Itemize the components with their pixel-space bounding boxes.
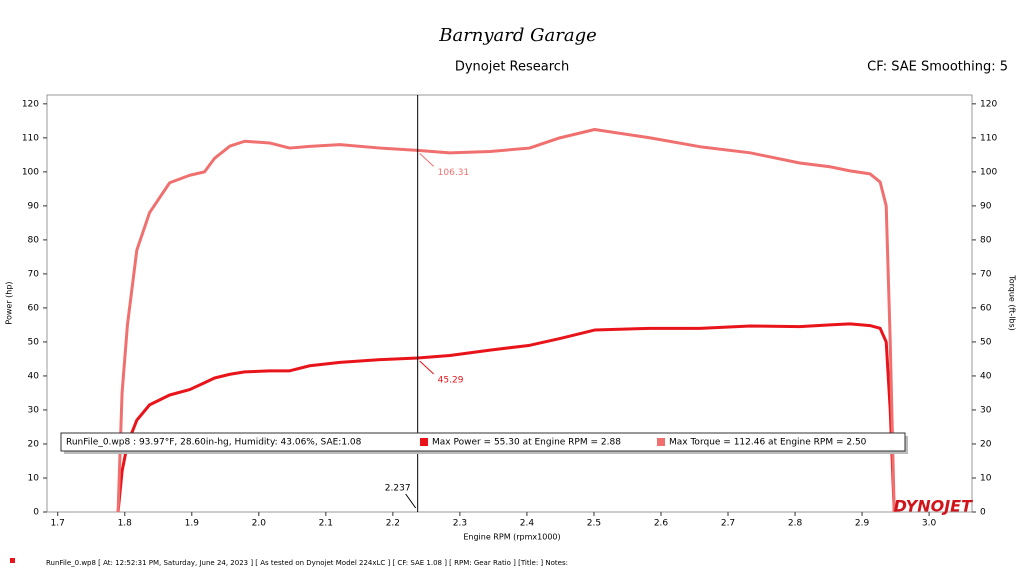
y-tick-label: 20 <box>28 439 40 449</box>
y2-tick-label: 80 <box>980 235 992 245</box>
x-tick-label: 1.7 <box>51 519 65 529</box>
y-tick-label: 30 <box>28 405 40 415</box>
x-tick-label: 1.9 <box>185 519 200 529</box>
y2-tick-label: 30 <box>980 405 992 415</box>
y-tick-label: 70 <box>28 269 40 279</box>
y2-tick-label: 70 <box>980 269 992 279</box>
cursor-arrow <box>405 493 417 509</box>
x-tick-label: 2.0 <box>252 519 267 529</box>
y-tick-label: 90 <box>28 201 40 211</box>
settings: CF: SAE Smoothing: 5 <box>867 60 1008 75</box>
x-tick-label: 2.9 <box>855 519 870 529</box>
footer: RunFile_0.wp8 [ At: 12:52:31 PM, Saturda… <box>46 559 568 567</box>
x-tick-label: 2.3 <box>453 519 467 529</box>
x-tick-label: 2.5 <box>587 519 601 529</box>
cursor-label: 2.237 <box>385 484 411 494</box>
value-arrow <box>419 360 435 375</box>
y-tick-label: 0 <box>33 508 39 518</box>
y2-tick-label: 20 <box>980 439 992 449</box>
y2-tick-label: 90 <box>980 201 992 211</box>
y2-axis-label: Torque (ft-lbs) <box>1008 274 1017 331</box>
y2-tick-label: 40 <box>980 371 992 381</box>
y2-tick-label: 110 <box>980 133 997 143</box>
y-tick-label: 10 <box>28 473 40 483</box>
brand-logo: DYNOJET <box>894 497 974 516</box>
legend-entry: Max Torque = 112.46 at Engine RPM = 2.50 <box>669 438 867 448</box>
y-tick-label: 50 <box>28 337 40 347</box>
title: Dynojet Research <box>455 60 569 75</box>
legend-swatch <box>420 438 428 446</box>
x-tick-label: 2.6 <box>654 519 669 529</box>
y2-tick-label: 0 <box>980 508 986 518</box>
y2-tick-label: 120 <box>980 99 997 109</box>
y-axis-label: Power (hp) <box>5 281 14 324</box>
y2-tick-label: 100 <box>980 167 997 177</box>
logo: Barnyard Garage <box>438 25 597 46</box>
x-tick-label: 2.4 <box>520 519 535 529</box>
y-tick-label: 80 <box>28 235 40 245</box>
legend-entry: Max Power = 55.30 at Engine RPM = 2.88 <box>432 438 621 448</box>
legend-box <box>60 432 906 452</box>
y-tick-label: 110 <box>22 133 39 143</box>
y-tick-label: 40 <box>28 371 40 381</box>
value-label: 45.29 <box>438 375 464 385</box>
x-axis-label: Engine RPM (rpmx1000) <box>463 533 560 542</box>
x-tick-label: 2.2 <box>386 519 400 529</box>
y-tick-label: 60 <box>28 303 40 313</box>
x-tick-label: 2.8 <box>788 519 803 529</box>
x-tick-label: 3.0 <box>922 519 937 529</box>
run-info: RunFile_0.wp8 : 93.97°F, 28.60in-hg, Hum… <box>66 438 362 448</box>
y-tick-label: 100 <box>22 167 39 177</box>
y2-tick-label: 10 <box>980 473 992 483</box>
value-label: 106.31 <box>438 168 470 178</box>
y-tick-label: 120 <box>22 99 39 109</box>
legend-swatch <box>657 438 665 446</box>
footer-marker <box>10 558 15 563</box>
x-tick-label: 2.7 <box>721 519 735 529</box>
y2-tick-label: 50 <box>980 337 992 347</box>
y2-tick-label: 60 <box>980 303 992 313</box>
value-arrow <box>419 153 435 167</box>
x-tick-label: 1.8 <box>118 519 133 529</box>
x-tick-label: 2.1 <box>319 519 333 529</box>
